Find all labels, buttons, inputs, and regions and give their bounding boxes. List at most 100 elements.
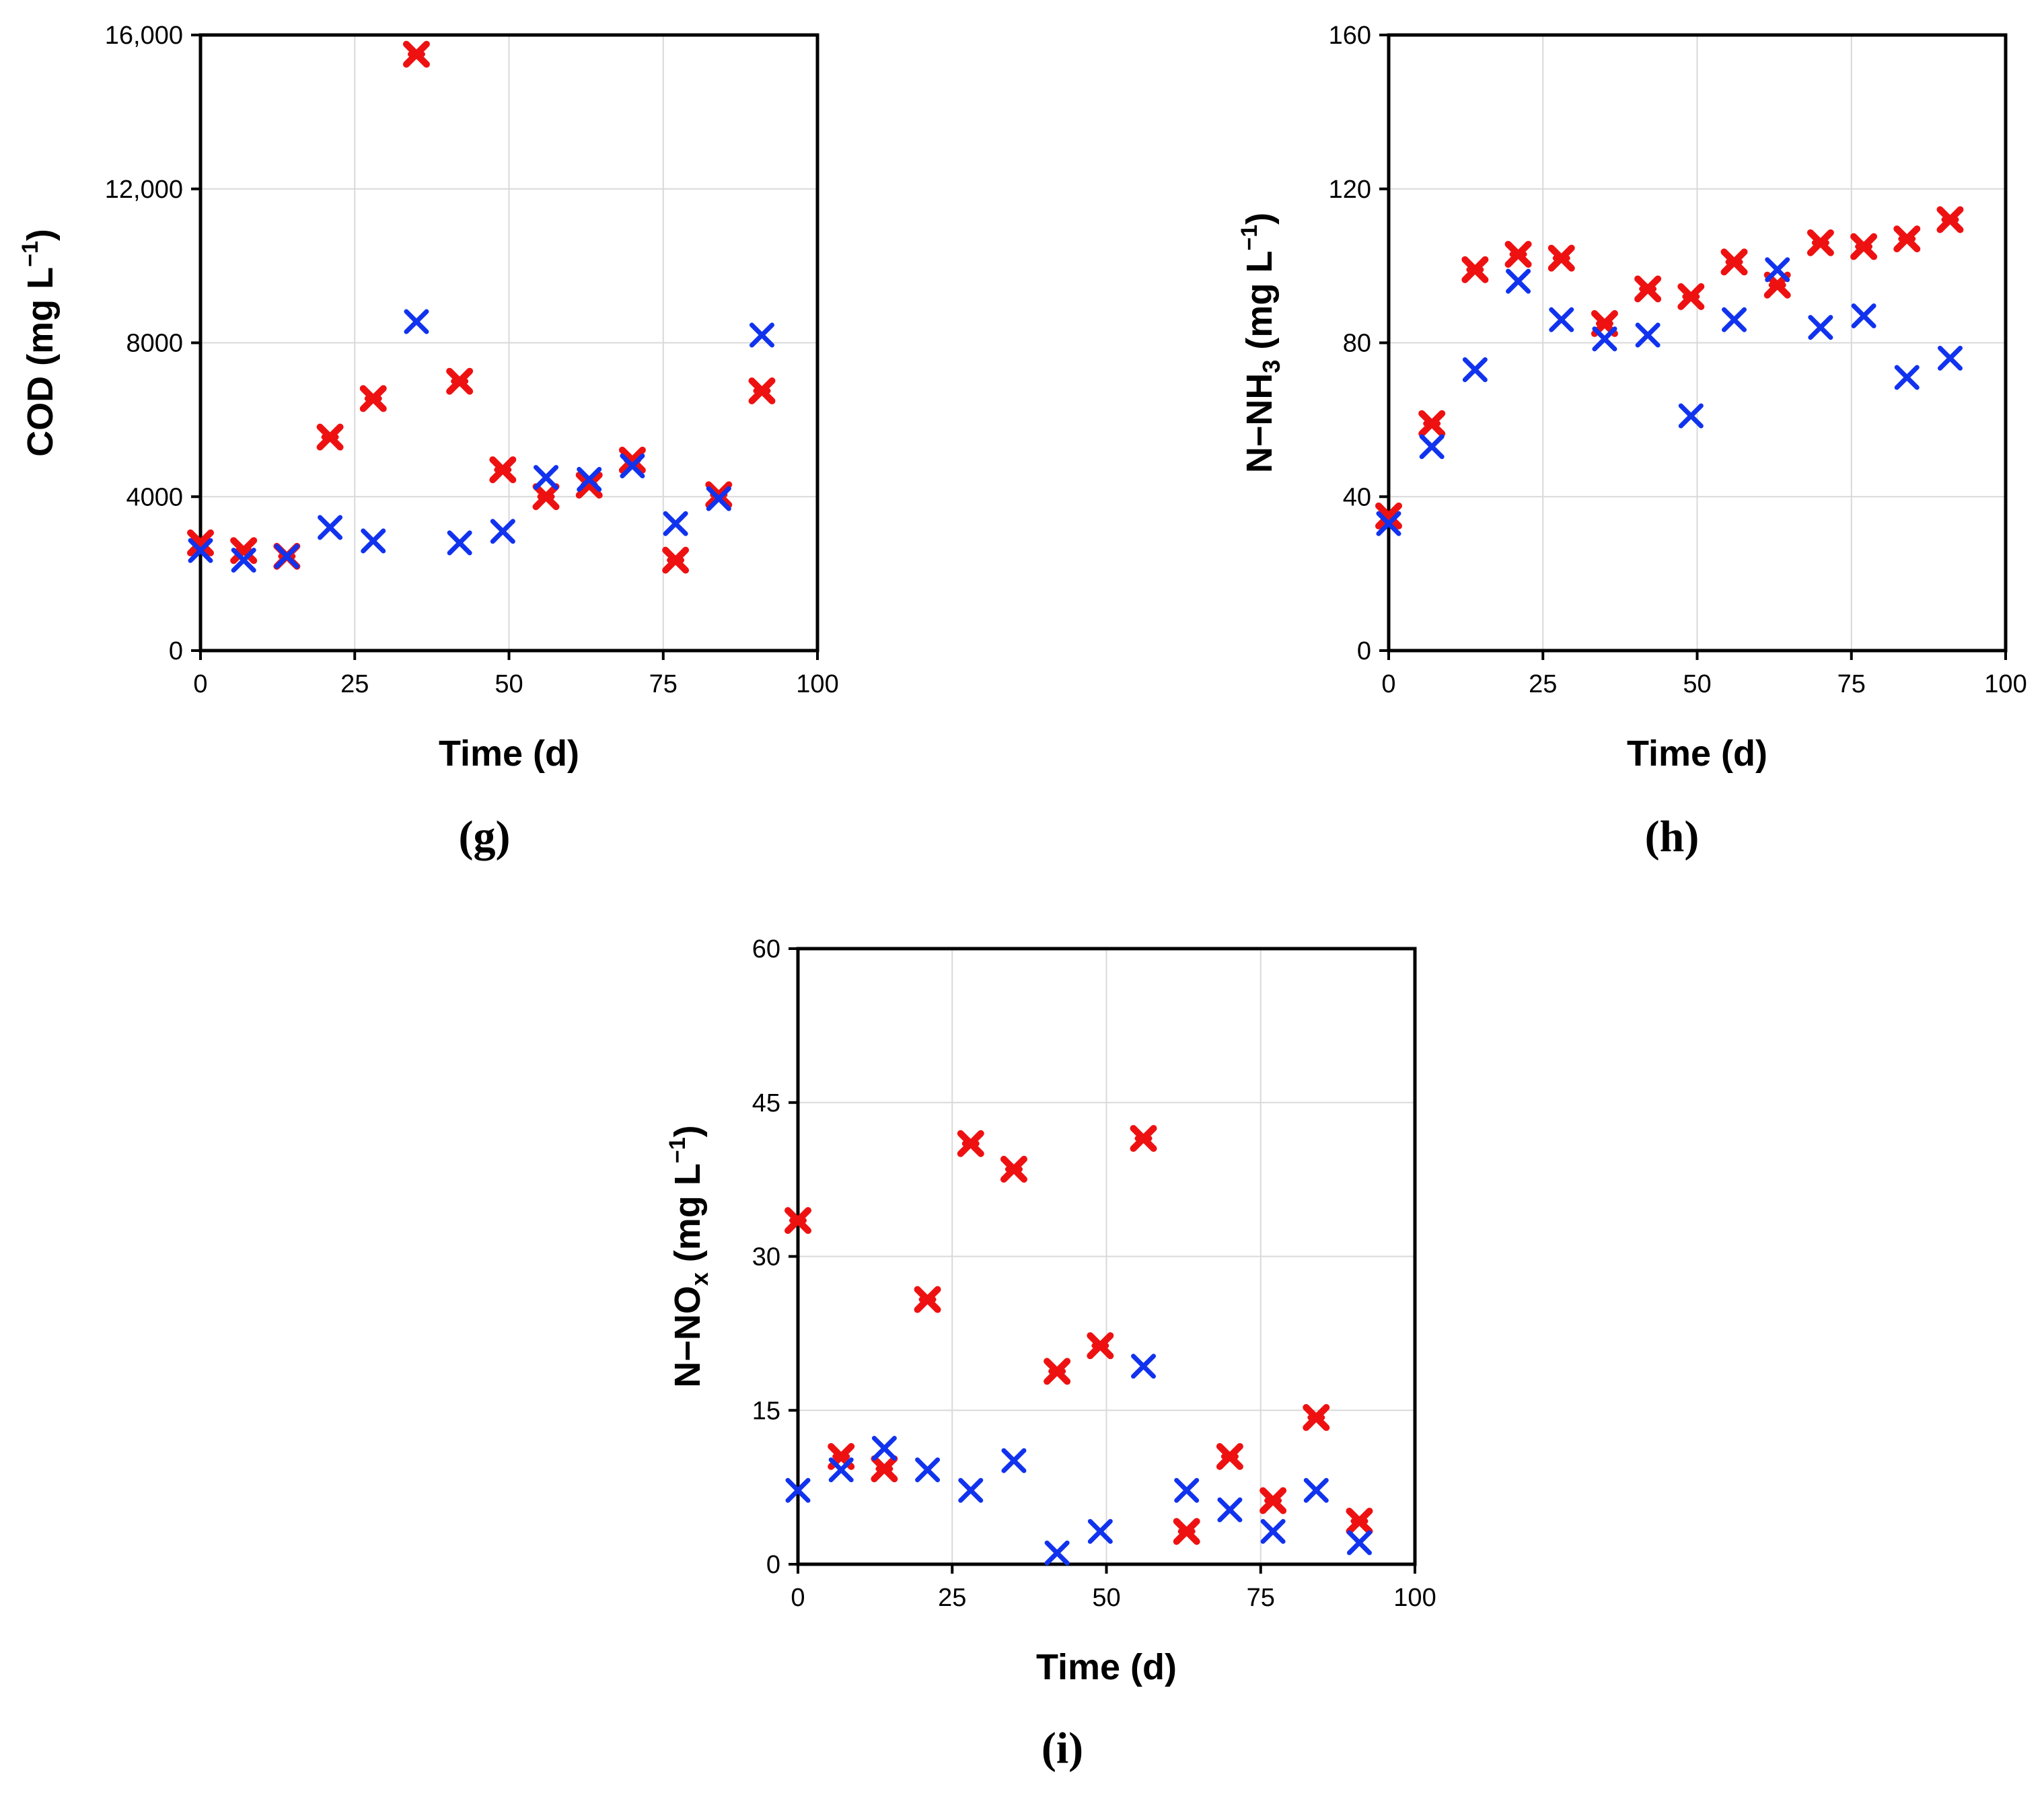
data-point xyxy=(359,385,387,412)
data-point xyxy=(1635,322,1660,348)
x-axis-label: Time (d) xyxy=(1036,1647,1177,1687)
y-axis-label: N−NH3 (mg L−1) xyxy=(1237,213,1285,473)
data-point xyxy=(1216,1442,1243,1470)
y-tick-label: 8000 xyxy=(126,330,183,358)
y-tick-label: 45 xyxy=(752,1089,780,1118)
data-point xyxy=(231,548,256,573)
data-point xyxy=(1678,403,1704,429)
data-point xyxy=(274,544,299,569)
x-tick-label: 75 xyxy=(649,670,678,698)
series-red xyxy=(187,40,776,574)
panel-label: (h) xyxy=(1645,812,1700,861)
y-tick-label: 0 xyxy=(766,1551,780,1579)
data-point xyxy=(534,465,559,490)
y-tick-label: 15 xyxy=(752,1397,780,1425)
x-tick-label: 75 xyxy=(1837,670,1866,698)
data-point xyxy=(446,367,474,395)
x-tick-label: 0 xyxy=(1381,670,1395,698)
y-tick-label: 30 xyxy=(752,1243,780,1272)
panel-label: (g) xyxy=(459,812,511,861)
x-tick-label: 0 xyxy=(193,670,207,698)
data-point xyxy=(1806,229,1834,256)
data-point xyxy=(1419,434,1445,460)
data-point xyxy=(1765,257,1790,283)
x-tick-label: 25 xyxy=(938,1584,966,1612)
x-tick-label: 100 xyxy=(796,670,838,698)
data-point xyxy=(706,486,731,511)
x-tick-label: 25 xyxy=(340,670,369,698)
data-point xyxy=(620,453,645,478)
y-axis-label-part: N−NO xyxy=(667,1286,708,1388)
y-tick-label: 12,000 xyxy=(105,176,183,204)
data-point xyxy=(1592,326,1617,352)
x-tick-label: 50 xyxy=(1683,670,1711,698)
data-point xyxy=(1677,283,1705,310)
x-tick-label: 100 xyxy=(1984,670,2027,698)
data-point xyxy=(871,1455,898,1483)
y-tick-label: 16,000 xyxy=(105,22,183,50)
data-point xyxy=(1346,1530,1372,1555)
data-point xyxy=(1376,511,1401,536)
data-point xyxy=(230,537,258,564)
data-point xyxy=(1217,1497,1243,1523)
data-point xyxy=(1506,268,1531,294)
x-tick-label: 75 xyxy=(1247,1584,1275,1612)
data-point xyxy=(828,1457,854,1483)
data-point xyxy=(1173,1518,1200,1545)
data-point xyxy=(663,511,688,536)
data-point xyxy=(1303,1403,1330,1431)
data-point xyxy=(404,309,429,334)
data-point xyxy=(1174,1477,1200,1503)
data-point xyxy=(1722,307,1747,332)
data-point xyxy=(1375,502,1402,529)
y-tick-label: 60 xyxy=(752,935,780,963)
data-point xyxy=(1044,1540,1070,1566)
data-point xyxy=(1720,248,1748,276)
data-point xyxy=(1634,275,1662,303)
data-point xyxy=(749,322,774,348)
y-axis-label-part: −1 xyxy=(665,1137,690,1163)
x-axis-label: Time (d) xyxy=(439,733,579,774)
series-blue xyxy=(785,1354,1372,1566)
data-point xyxy=(1260,1518,1286,1544)
data-point xyxy=(871,1436,897,1461)
x-axis-label: Time (d) xyxy=(1627,733,1767,774)
data-point xyxy=(957,1130,984,1157)
y-tick-label: 80 xyxy=(1343,330,1371,358)
data-point xyxy=(1260,1487,1287,1514)
data-point xyxy=(1504,240,1532,268)
data-point xyxy=(1087,1518,1113,1544)
data-point xyxy=(187,529,214,556)
data-point xyxy=(1303,1477,1329,1503)
y-axis-label-part: (mg L xyxy=(667,1163,708,1272)
data-point xyxy=(1461,256,1489,283)
data-point xyxy=(1001,1448,1027,1473)
data-point xyxy=(1547,244,1575,272)
data-point xyxy=(1936,206,1964,233)
x-tick-label: 0 xyxy=(791,1584,805,1612)
chart-panel-g: 0 25 50 75 100 0 4000 8000 12,000 16,000 Time (d) C… xyxy=(17,22,839,861)
y-tick-label: 0 xyxy=(169,637,183,665)
data-point xyxy=(1418,410,1446,437)
panel-label: (i) xyxy=(1042,1724,1083,1773)
y-axis-label-part: −1 xyxy=(1237,225,1262,251)
data-point xyxy=(1850,233,1878,260)
y-axis-label-part: 3 xyxy=(1257,360,1285,373)
data-point xyxy=(532,483,560,511)
data-point xyxy=(958,1477,984,1503)
data-point xyxy=(1549,307,1574,332)
y-tick-label: 4000 xyxy=(126,483,183,511)
data-point xyxy=(489,456,517,484)
data-point xyxy=(361,528,386,554)
data-point xyxy=(1346,1507,1373,1535)
data-point xyxy=(1894,365,1920,390)
data-point xyxy=(188,538,213,563)
y-axis-label-part: COD (mg L xyxy=(20,267,61,457)
y-tick-label: 120 xyxy=(1329,176,1371,204)
series-blue xyxy=(188,309,774,573)
y-axis-label-part: ) xyxy=(667,1125,708,1137)
data-point xyxy=(785,1477,811,1503)
x-tick-label: 100 xyxy=(1393,1584,1436,1612)
x-tick-label: 50 xyxy=(1092,1584,1120,1612)
